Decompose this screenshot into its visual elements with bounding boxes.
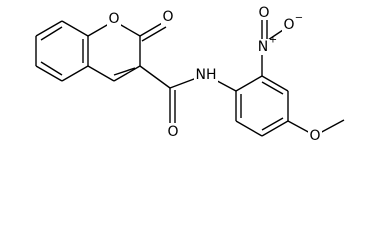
atom-label: O (108, 11, 119, 27)
charge: + (269, 35, 277, 46)
atom-label: N (258, 39, 268, 55)
atom-label: O (162, 9, 173, 25)
atom-label: NH (196, 67, 217, 83)
structure-diagram: O O O NH N + O O − O (35, 5, 345, 144)
charge: − (295, 13, 303, 24)
molecule: O O O NH N + O O − O (35, 5, 345, 144)
atom-label: O (258, 5, 269, 21)
atom-label: O (309, 128, 320, 144)
atom-label: O (283, 17, 294, 33)
atom-label: O (167, 124, 178, 140)
